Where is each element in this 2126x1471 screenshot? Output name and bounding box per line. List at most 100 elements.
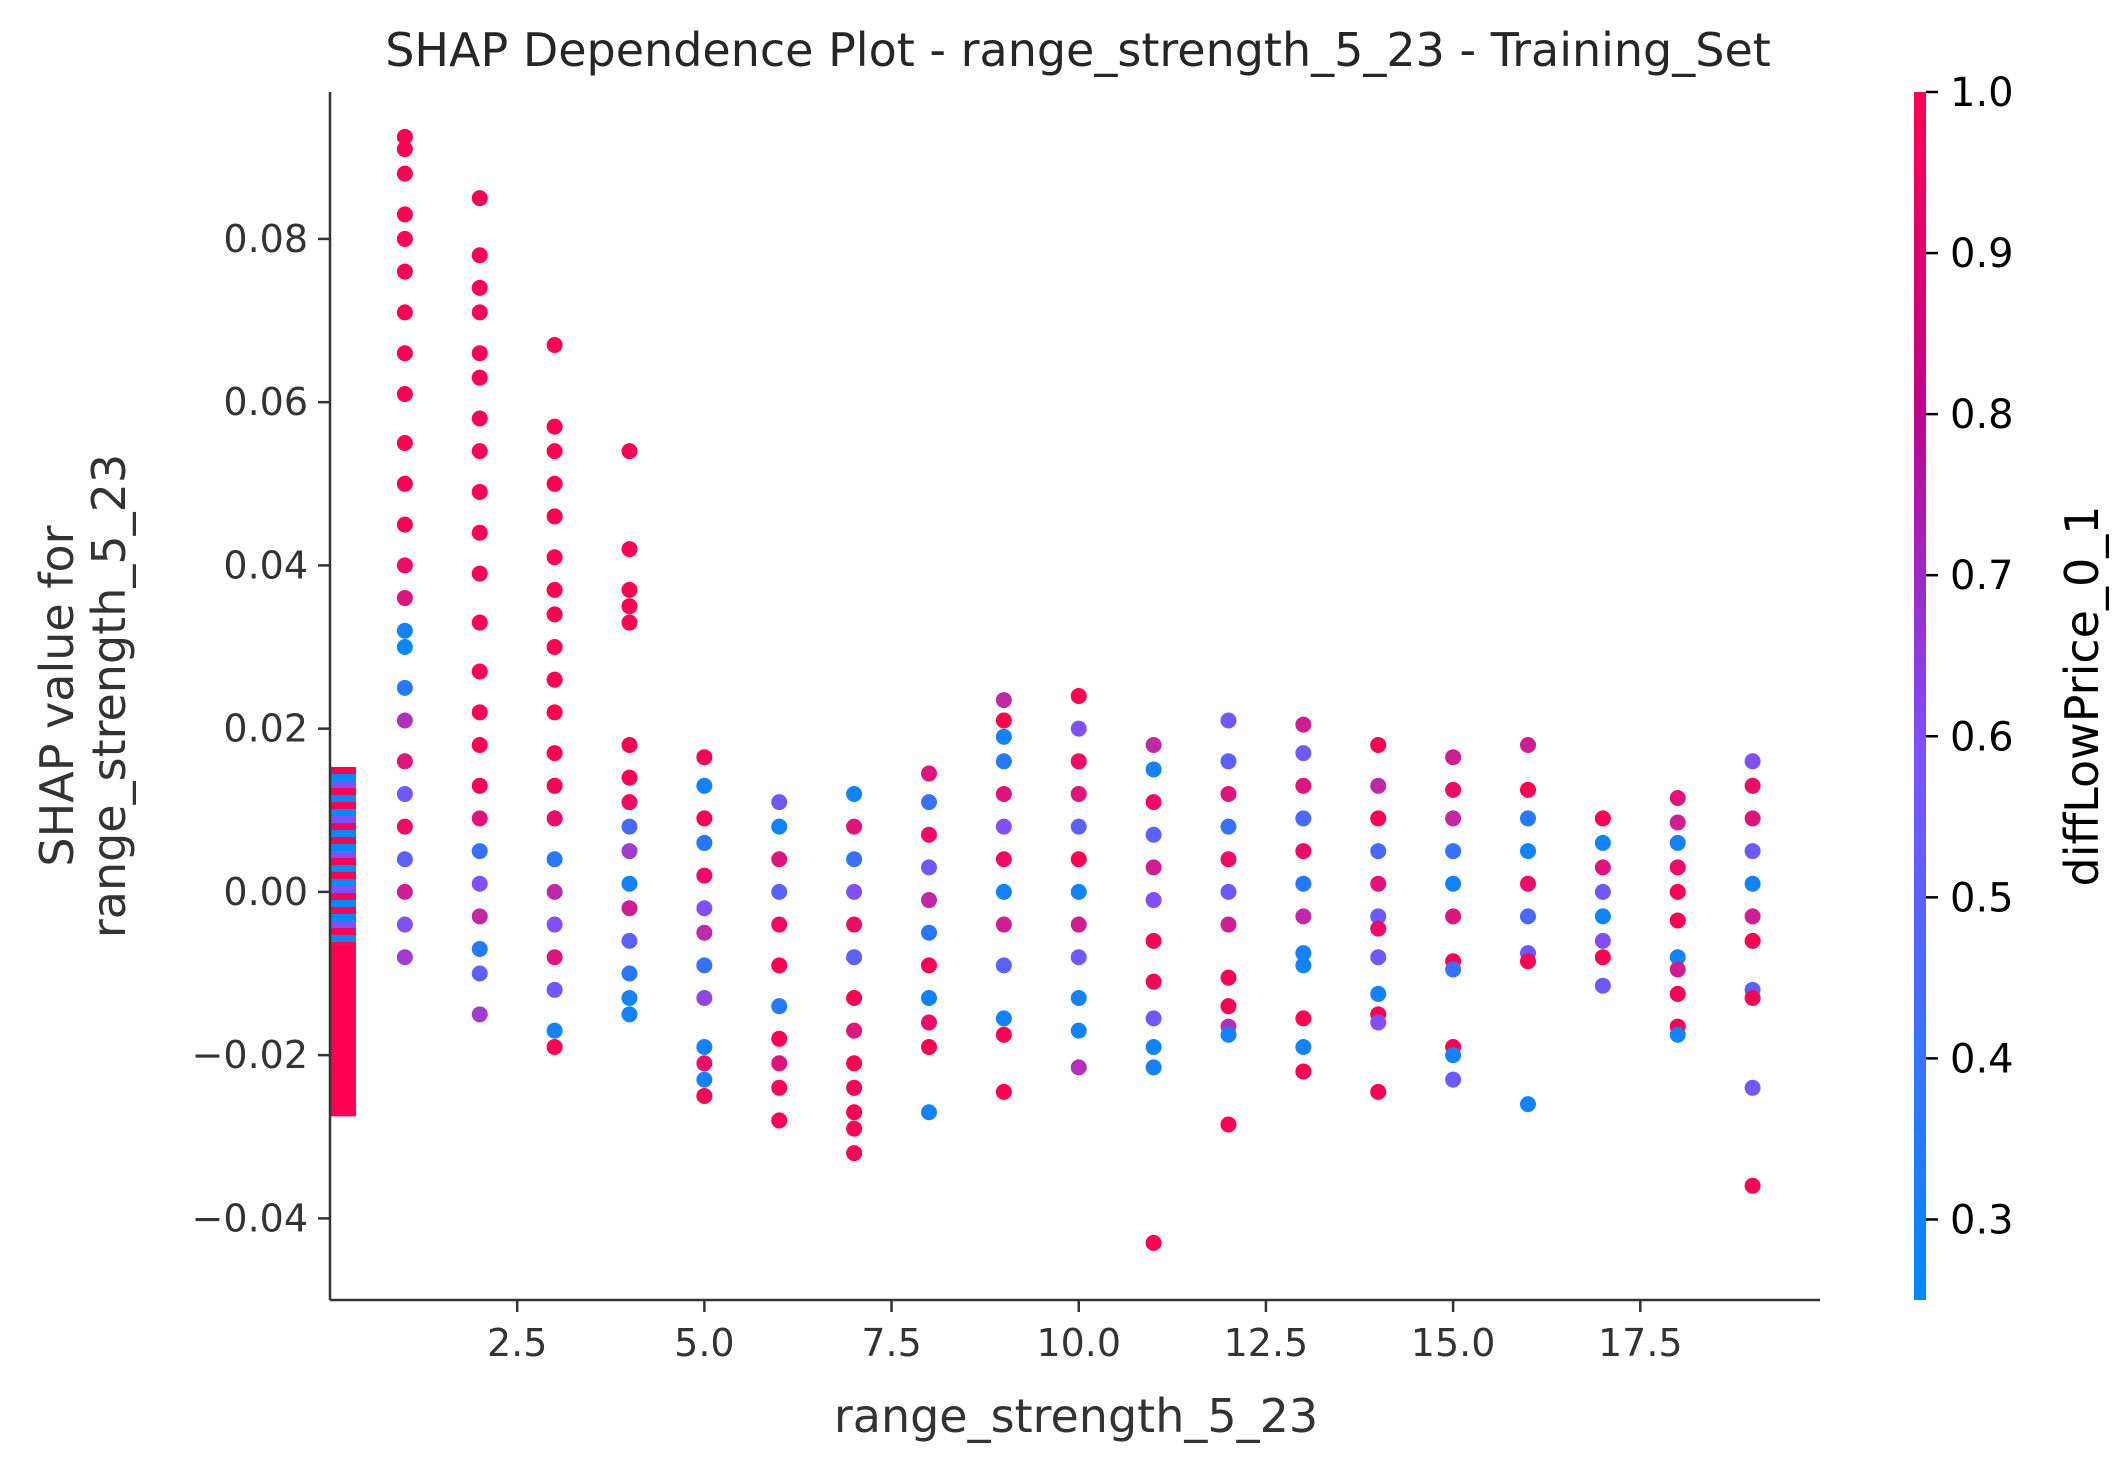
- zero-band-stripe: [330, 837, 356, 845]
- data-point: [1145, 859, 1162, 876]
- data-point: [621, 900, 638, 917]
- zero-band-stripe: [330, 788, 356, 796]
- data-point: [546, 508, 563, 525]
- data-point: [696, 990, 713, 1006]
- data-point: [995, 883, 1012, 900]
- data-point: [696, 1038, 713, 1055]
- data-point: [696, 1055, 713, 1072]
- data-point: [396, 639, 413, 656]
- data-point: [1070, 1059, 1087, 1076]
- data-point: [771, 1079, 788, 1096]
- data-point: [621, 1006, 638, 1023]
- zero-band-stripe: [330, 844, 356, 852]
- data-point: [396, 345, 413, 362]
- data-point: [1145, 1038, 1162, 1055]
- data-point: [1070, 916, 1087, 933]
- data-point: [621, 598, 638, 615]
- data-point: [1669, 912, 1686, 929]
- data-point: [696, 867, 713, 884]
- data-point: [995, 818, 1012, 835]
- data-point: [1370, 949, 1387, 966]
- data-point: [1669, 1026, 1686, 1043]
- y-tick-label: 0.02: [223, 707, 308, 751]
- data-point: [1145, 1234, 1162, 1251]
- data-point: [1220, 916, 1237, 933]
- data-point: [396, 712, 413, 729]
- data-point: [396, 516, 413, 533]
- x-tick-label: 7.5: [861, 1321, 921, 1365]
- data-point: [1519, 1096, 1536, 1113]
- data-point: [471, 443, 488, 460]
- data-point: [621, 581, 638, 598]
- data-point: [471, 965, 488, 982]
- data-point: [1370, 777, 1387, 794]
- data-point: [471, 565, 488, 582]
- zero-band-stripe: [330, 907, 356, 915]
- data-point: [471, 614, 488, 631]
- data-point: [920, 1104, 937, 1121]
- data-point: [546, 581, 563, 598]
- zero-band-stripe: [330, 823, 356, 831]
- data-point: [546, 745, 563, 762]
- data-point: [546, 981, 563, 998]
- x-axis-label: range_strength_5_23: [834, 1389, 1318, 1443]
- data-point: [920, 924, 937, 941]
- y-tick-label: −0.02: [192, 1033, 308, 1077]
- data-point: [396, 557, 413, 574]
- y-tick-label: −0.04: [192, 1196, 308, 1240]
- data-point: [1145, 1010, 1162, 1027]
- zero-band-stripe: [330, 900, 356, 908]
- y-axis-label-line-1: SHAP value for: [30, 525, 84, 866]
- data-point: [995, 728, 1012, 745]
- data-point: [995, 712, 1012, 729]
- zero-band-stripe: [330, 914, 356, 922]
- data-point: [846, 785, 863, 802]
- data-point: [1519, 736, 1536, 753]
- data-point: [471, 777, 488, 794]
- y-tick-label: 0.00: [223, 870, 308, 914]
- data-point: [1295, 745, 1312, 762]
- zero-band-stripe: [330, 781, 356, 789]
- data-point: [471, 908, 488, 925]
- data-point: [546, 916, 563, 933]
- data-point: [471, 843, 488, 860]
- data-point: [995, 1026, 1012, 1043]
- data-point: [1519, 908, 1536, 925]
- data-point: [1519, 843, 1536, 860]
- data-point: [771, 957, 788, 974]
- data-point: [1145, 932, 1162, 949]
- data-point: [396, 851, 413, 868]
- data-point: [1594, 949, 1611, 966]
- data-point: [1145, 736, 1162, 753]
- data-point: [546, 639, 563, 656]
- data-point: [771, 1030, 788, 1047]
- data-point: [396, 141, 413, 158]
- colorbar-tick-label: 0.7: [1950, 553, 2014, 599]
- data-point: [1070, 1022, 1087, 1039]
- data-point: [546, 810, 563, 827]
- data-point: [696, 1087, 713, 1104]
- data-point: [1370, 810, 1387, 827]
- x-tick-label: 10.0: [1036, 1321, 1121, 1365]
- data-point: [1295, 810, 1312, 827]
- data-point: [1070, 785, 1087, 802]
- data-point: [920, 765, 937, 782]
- data-point: [546, 418, 563, 435]
- zero-band-stripe: [330, 872, 356, 880]
- data-point: [771, 818, 788, 835]
- zero-band-stripe: [330, 767, 356, 775]
- data-point: [1445, 781, 1462, 798]
- y-axis-label: SHAP value for range_strength_5_23: [30, 454, 136, 938]
- data-point: [846, 1055, 863, 1072]
- data-point: [771, 916, 788, 933]
- data-point: [1070, 688, 1087, 704]
- data-point: [1744, 932, 1761, 949]
- data-point: [846, 1145, 863, 1162]
- data-point: [396, 679, 413, 696]
- data-point: [471, 483, 488, 500]
- x-tick-label: 15.0: [1411, 1321, 1496, 1365]
- data-point: [546, 851, 563, 868]
- data-point: [621, 794, 638, 811]
